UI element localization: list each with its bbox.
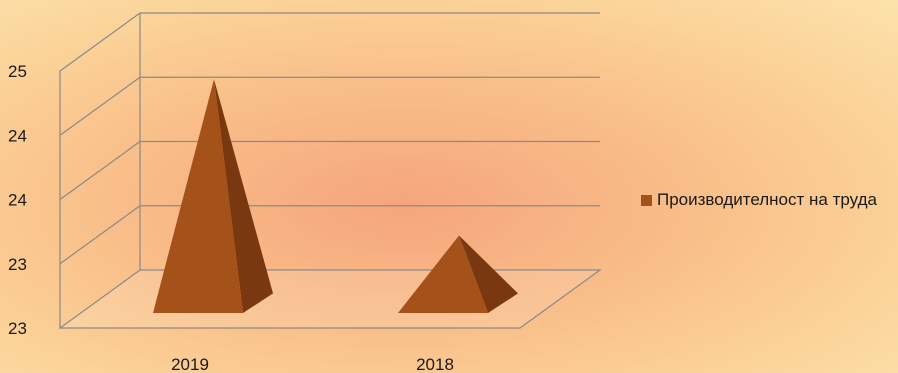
pyramid-front-2019 [153, 79, 243, 313]
y-tick-label: 25 [8, 62, 27, 81]
gridline [59, 140, 600, 200]
legend-swatch [641, 195, 652, 206]
y-tick-label: 23 [8, 255, 27, 274]
gridline [59, 205, 600, 265]
pyramid-side-2018 [459, 235, 518, 313]
pyramid-front-2018 [398, 235, 488, 313]
y-tick-label: 23 [8, 319, 27, 338]
legend: Производителност на труда [641, 188, 898, 212]
chart-floor [58, 269, 602, 329]
x-tick-label: 2018 [416, 355, 454, 373]
x-tick-label: 2019 [171, 355, 209, 373]
gridline [59, 12, 600, 72]
pyramid-side-2019 [214, 79, 273, 313]
y-tick-label: 24 [8, 191, 27, 210]
gridline [59, 76, 600, 136]
y-tick-label: 24 [8, 126, 27, 145]
legend-label: Производителност на труда [657, 190, 877, 209]
